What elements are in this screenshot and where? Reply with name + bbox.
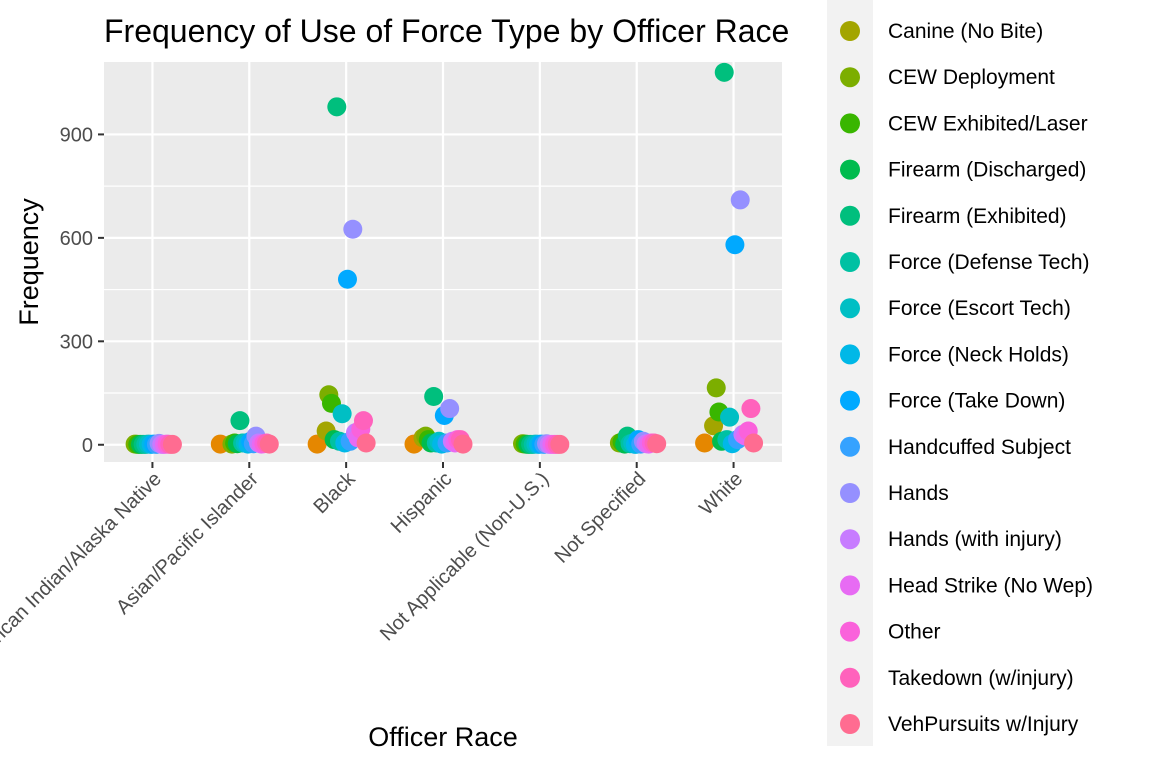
legend-swatch (840, 621, 860, 642)
legend-label: Force (Defense Tech) (888, 251, 1090, 274)
x-tick-label: Black (310, 467, 361, 518)
legend-label: Force (Neck Holds) (888, 343, 1069, 366)
legend-swatch (840, 529, 860, 550)
legend-swatch (840, 436, 860, 457)
y-tick-label: 900 (60, 124, 93, 146)
data-point (424, 386, 444, 406)
legend-label: Firearm (Discharged) (888, 159, 1086, 182)
data-point (162, 434, 182, 454)
data-point (730, 190, 750, 210)
legend-swatch (840, 714, 860, 734)
data-point (725, 235, 745, 255)
data-point (695, 433, 715, 453)
data-point (714, 62, 734, 82)
legend-swatch (840, 252, 860, 272)
y-tick-label: 300 (60, 331, 93, 353)
legend-label: VehPursuits w/Injury (888, 713, 1079, 736)
legend-label: CEW Exhibited/Laser (888, 112, 1088, 135)
data-point (356, 433, 376, 453)
data-point (353, 411, 373, 431)
legend-swatch (840, 667, 860, 688)
data-point (332, 404, 352, 424)
data-point (741, 399, 761, 419)
x-tick-label: Not Specified (551, 468, 651, 568)
y-axis-title: Frequency (14, 198, 44, 326)
x-tick-label: White (695, 468, 747, 520)
legend-label: CEW Deployment (888, 66, 1055, 89)
legend-label: Firearm (Exhibited) (888, 205, 1067, 228)
chart-title: Frequency of Use of Force Type by Office… (104, 13, 789, 49)
legend: Canine (No Bite) CEW Deployment CEW Exhibi… (827, 0, 1093, 746)
x-axis-title: Officer Race (368, 722, 518, 752)
data-point (259, 434, 279, 454)
legend-swatch (840, 113, 860, 134)
y-tick-label: 600 (60, 228, 93, 250)
data-point (343, 219, 363, 239)
x-tick-label: Hispanic (387, 468, 457, 538)
data-point (440, 399, 460, 419)
legend-swatch (840, 344, 860, 365)
legend-swatch (840, 390, 860, 411)
data-point (327, 97, 347, 117)
legend-label: Canine (No Bite) (888, 20, 1043, 43)
legend-swatch (840, 205, 860, 226)
data-point (706, 378, 726, 398)
legend-swatch (840, 483, 860, 503)
x-tick-label: American Indian/Alaska Native (0, 468, 166, 676)
legend-label: Hands (888, 482, 949, 505)
legend-label: Head Strike (No Wep) (888, 574, 1093, 597)
legend-label: Force (Escort Tech) (888, 297, 1071, 320)
data-points (125, 62, 764, 454)
legend-label: Takedown (w/injury) (888, 667, 1074, 690)
x-axis: American Indian/Alaska NativeAsian/Pacif… (0, 462, 747, 676)
legend-label: Force (Take Down) (888, 390, 1065, 413)
data-point (744, 433, 764, 453)
y-axis: 0 300 600 900 (60, 124, 104, 457)
data-point (550, 434, 570, 454)
legend-swatch (840, 67, 860, 88)
data-point (647, 434, 667, 454)
data-point (230, 411, 250, 431)
legend-swatch (840, 575, 860, 596)
legend-swatch (840, 21, 860, 41)
legend-swatch (840, 298, 860, 319)
legend-label: Hands (with injury) (888, 528, 1062, 551)
data-point (453, 434, 473, 454)
legend-label: Other (888, 621, 941, 644)
x-tick-label: Not Applicable (Non-U.S.) (376, 468, 553, 645)
data-point (337, 269, 357, 289)
legend-label: Handcuffed Subject (888, 436, 1071, 459)
data-point (720, 407, 740, 427)
y-tick-label: 0 (82, 435, 93, 457)
legend-swatch (840, 159, 860, 180)
